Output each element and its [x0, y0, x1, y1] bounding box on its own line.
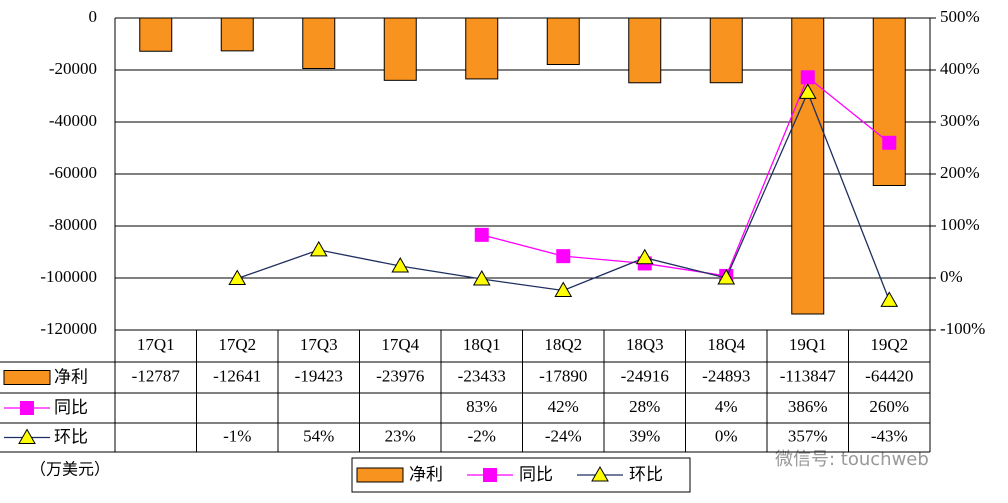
table-value: -12641 [213, 366, 261, 385]
watermark: 微信号: touchweb [775, 449, 929, 470]
bar [546, 17, 580, 66]
x-tick-label: 18Q1 [463, 335, 501, 354]
row-label: 同比 [54, 398, 88, 418]
legend-label: 环比 [629, 465, 663, 485]
row-label: 净利 [54, 368, 88, 388]
x-tick-label: 18Q4 [707, 335, 745, 354]
marker [309, 240, 328, 257]
table-value: -23976 [376, 366, 424, 385]
x-tick-label: 19Q2 [870, 335, 908, 354]
marker [717, 268, 736, 285]
y2-tick-label: 0% [940, 267, 963, 286]
y2-tick-label: 100% [940, 215, 980, 234]
line [481, 76, 890, 277]
table-value: -19423 [295, 366, 343, 385]
legend-label: 净利 [409, 465, 443, 485]
marker [391, 257, 410, 273]
table-value: -64420 [865, 366, 913, 385]
table-value: -24916 [621, 366, 669, 385]
x-tick-label: 18Q2 [544, 335, 582, 354]
y-tick-label: 0 [89, 7, 98, 26]
legend-key [591, 465, 609, 482]
y-tick-label: -120000 [40, 319, 97, 338]
table-value: 42% [548, 397, 579, 416]
x-tick-label: 17Q2 [218, 335, 256, 354]
table-value: 39% [629, 426, 660, 445]
x-tick-label: 17Q4 [381, 335, 419, 354]
table-value: -43% [871, 426, 908, 445]
legend-key [3, 370, 51, 385]
table-value: 357% [788, 426, 828, 445]
row-label: 环比 [54, 428, 88, 448]
y-tick-label: -80000 [49, 215, 97, 234]
table-value: -2% [468, 426, 496, 445]
y2-tick-label: 500% [940, 7, 980, 26]
table-value: -23433 [458, 366, 506, 385]
marker [554, 281, 573, 297]
x-tick-label: 18Q3 [626, 335, 664, 354]
x-tick-label: 17Q3 [300, 335, 338, 354]
table-value: -17890 [539, 366, 587, 385]
table-value: 260% [869, 397, 909, 416]
y2-tick-label: 200% [940, 163, 980, 182]
bar [628, 17, 662, 84]
y-tick-label: -100000 [40, 267, 97, 286]
legend-key [18, 428, 36, 444]
bar [872, 17, 906, 186]
table-value: 54% [303, 426, 334, 445]
y-tick-label: -40000 [49, 111, 97, 130]
table-value: 4% [715, 397, 738, 416]
marker [635, 248, 654, 265]
bar [220, 17, 254, 52]
table-value: 386% [788, 397, 828, 416]
marker [228, 269, 247, 286]
legend-key [356, 467, 404, 483]
legend-label: 同比 [519, 465, 553, 485]
bar [139, 17, 173, 52]
x-tick-label: 17Q1 [137, 335, 175, 354]
x-tick-label: 19Q1 [789, 335, 827, 354]
y-tick-label: -20000 [49, 59, 97, 78]
y-tick-label: -60000 [49, 163, 97, 182]
marker [800, 70, 815, 85]
table-value: 23% [385, 426, 416, 445]
table-value: -24% [545, 426, 582, 445]
table-value: -113847 [780, 366, 837, 385]
bar [383, 17, 417, 81]
legend-key [483, 468, 497, 482]
bar [709, 17, 743, 84]
table-value: 0% [715, 426, 738, 445]
legend-key [20, 401, 34, 415]
marker [798, 83, 817, 99]
unit-label: （万美元） [30, 460, 110, 479]
marker [880, 291, 899, 307]
y2-tick-label: -100% [940, 319, 985, 338]
bar [791, 17, 825, 315]
y2-tick-label: 300% [940, 111, 980, 130]
table-value: -12787 [132, 366, 181, 385]
table-value: 83% [466, 397, 497, 416]
table-value: 28% [629, 397, 660, 416]
bar [302, 17, 336, 69]
marker [882, 135, 897, 150]
bar [465, 17, 499, 80]
legend-box [351, 457, 691, 493]
marker [474, 227, 489, 242]
table-value: -24893 [702, 366, 750, 385]
marker [556, 249, 571, 264]
marker [472, 270, 491, 286]
table-value: -1% [223, 426, 251, 445]
y2-tick-label: 400% [940, 59, 980, 78]
